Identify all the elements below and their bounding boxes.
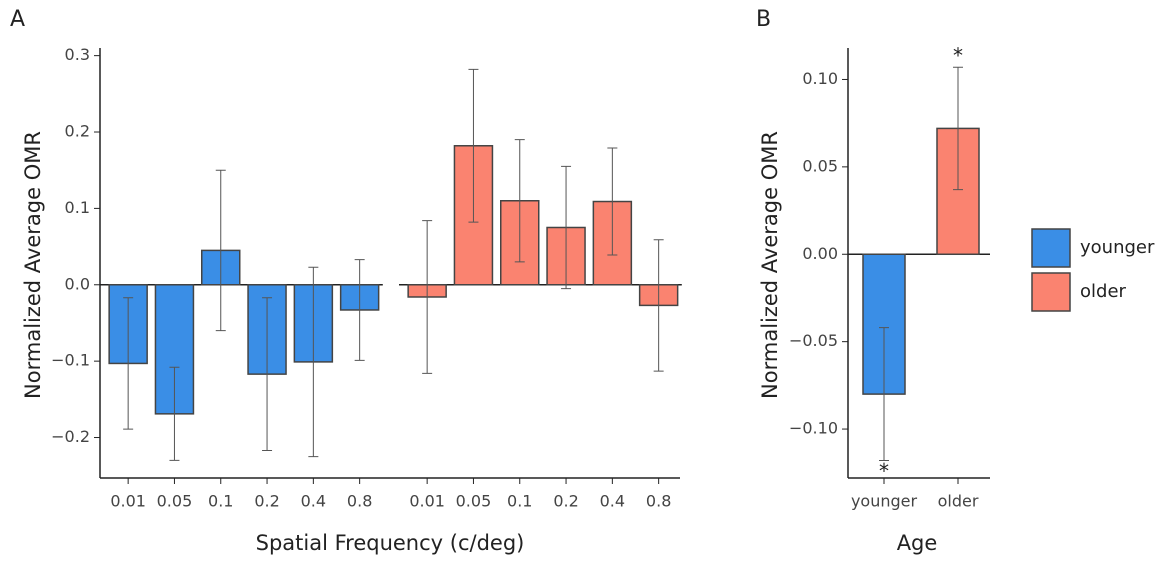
y-axis-title: Normalized Average OMR — [21, 131, 45, 399]
error-bar — [879, 327, 889, 462]
y-tick-label: −0.2 — [51, 427, 90, 446]
significance: * — [953, 44, 963, 68]
legend-swatch — [1031, 272, 1071, 312]
y-tick-label: 0.2 — [65, 122, 90, 141]
x-tick-label: 0.4 — [301, 492, 326, 511]
y-tick-label: 0.00 — [802, 244, 838, 263]
x-tick-label: 0.1 — [507, 492, 532, 511]
error-bar — [215, 169, 226, 332]
x-tick-label: 0.01 — [110, 492, 146, 511]
x-tick-label: older — [938, 492, 979, 511]
legend-swatch — [1031, 228, 1071, 268]
error-bar — [123, 297, 134, 430]
panel-label: B — [756, 7, 771, 32]
error-bar — [468, 68, 479, 223]
x-tick-label: 0.2 — [553, 492, 578, 511]
y-tick-label: 0.0 — [65, 274, 90, 293]
x-tick-label: 0.05 — [456, 492, 492, 511]
y-tick-label: 0.05 — [802, 156, 838, 175]
y-tick-label: 0.3 — [65, 45, 90, 64]
error-bar — [308, 266, 319, 458]
error-bar — [607, 147, 618, 256]
x-tick-label: 0.01 — [409, 492, 445, 511]
panel-label: A — [10, 7, 25, 32]
x-tick-label: younger — [851, 492, 918, 511]
error-bar — [169, 366, 180, 461]
x-tick-label: 0.8 — [347, 492, 372, 511]
legend-label: younger — [1080, 237, 1155, 258]
x-tick-label: 0.8 — [646, 492, 671, 511]
error-bar — [653, 239, 664, 372]
y-tick-label: −0.05 — [789, 331, 838, 350]
error-bar — [354, 259, 365, 361]
y-tick-label: −0.1 — [51, 351, 90, 370]
x-axis-title: Spatial Frequency (c/deg) — [256, 531, 525, 555]
y-axis-title: Normalized Average OMR — [758, 131, 782, 399]
x-tick-label: 0.1 — [208, 492, 233, 511]
error-bar — [262, 297, 273, 452]
y-tick-label: 0.10 — [802, 69, 838, 88]
y-tick-label: −0.10 — [789, 419, 838, 438]
x-tick-label: 0.05 — [157, 492, 193, 511]
significance: * — [879, 459, 889, 483]
x-tick-label: 0.4 — [600, 492, 625, 511]
error-bar — [514, 139, 525, 263]
legend-label: older — [1080, 281, 1127, 302]
error-bar — [561, 165, 572, 290]
error-bar — [422, 220, 433, 374]
y-tick-label: 0.1 — [65, 198, 90, 217]
x-tick-label: 0.2 — [254, 492, 279, 511]
x-axis-title: Age — [897, 531, 938, 555]
error-bar — [953, 66, 963, 191]
